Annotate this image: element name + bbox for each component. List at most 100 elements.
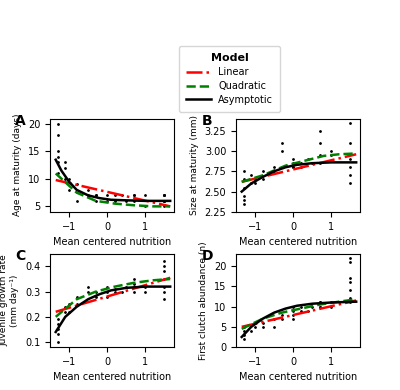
Point — [161, 258, 168, 264]
Point — [347, 255, 354, 261]
Point — [92, 294, 99, 300]
Point — [240, 184, 247, 191]
Point — [290, 160, 296, 166]
Point — [347, 259, 354, 265]
Point — [92, 192, 99, 199]
Text: B: B — [201, 114, 212, 128]
Point — [290, 156, 296, 162]
Point — [248, 328, 254, 334]
Point — [119, 289, 126, 295]
Point — [328, 300, 334, 306]
Point — [240, 197, 247, 203]
Point — [54, 339, 61, 345]
Point — [347, 279, 354, 285]
Point — [161, 198, 168, 204]
Point — [161, 276, 168, 282]
Point — [240, 332, 247, 338]
X-axis label: Mean centered nutrition: Mean centered nutrition — [239, 237, 357, 247]
Point — [66, 301, 72, 307]
Point — [240, 200, 247, 207]
Point — [161, 296, 168, 302]
Point — [347, 287, 354, 293]
Point — [161, 289, 168, 295]
Point — [62, 165, 68, 171]
Point — [92, 192, 99, 199]
Point — [240, 168, 247, 174]
Point — [290, 307, 296, 314]
Point — [240, 176, 247, 183]
Point — [252, 324, 258, 330]
Point — [112, 289, 118, 295]
Point — [112, 286, 118, 292]
Point — [298, 303, 304, 310]
Point — [252, 176, 258, 183]
Point — [62, 304, 68, 310]
Point — [290, 164, 296, 170]
Point — [240, 193, 247, 199]
X-axis label: Mean centered nutrition: Mean centered nutrition — [53, 237, 171, 247]
Point — [240, 336, 247, 342]
Point — [123, 284, 130, 290]
Point — [74, 294, 80, 300]
Text: D: D — [201, 249, 213, 263]
Point — [74, 181, 80, 188]
Point — [54, 154, 61, 160]
Point — [317, 128, 323, 134]
Point — [317, 303, 323, 310]
Point — [119, 192, 126, 199]
Point — [347, 180, 354, 186]
Point — [131, 192, 137, 199]
Point — [66, 309, 72, 315]
Point — [131, 192, 137, 199]
Point — [290, 164, 296, 170]
Point — [347, 164, 354, 170]
Point — [131, 276, 137, 282]
Point — [305, 156, 312, 162]
Point — [248, 180, 254, 186]
Point — [271, 324, 277, 330]
Point — [161, 198, 168, 204]
Point — [260, 320, 266, 326]
Point — [74, 198, 80, 204]
Point — [161, 198, 168, 204]
Point — [290, 316, 296, 322]
Legend: Linear, Quadratic, Asymptotic: Linear, Quadratic, Asymptotic — [180, 46, 280, 112]
Point — [131, 284, 137, 290]
Point — [161, 203, 168, 209]
Text: A: A — [15, 114, 26, 128]
Point — [131, 281, 137, 287]
Point — [252, 320, 258, 326]
Point — [85, 289, 91, 295]
Point — [66, 176, 72, 182]
Point — [248, 172, 254, 179]
Point — [142, 289, 148, 295]
Point — [271, 164, 277, 170]
Point — [54, 132, 61, 138]
Point — [54, 170, 61, 177]
Point — [347, 156, 354, 162]
Point — [278, 312, 285, 318]
Point — [328, 152, 334, 158]
Point — [54, 148, 61, 154]
Point — [142, 192, 148, 199]
Point — [298, 307, 304, 314]
Y-axis label: Age at maturity (days): Age at maturity (days) — [13, 114, 22, 216]
Point — [74, 301, 80, 307]
Point — [240, 328, 247, 334]
Y-axis label: Size at maturity (mm): Size at maturity (mm) — [190, 115, 199, 215]
Point — [54, 332, 61, 338]
Point — [54, 326, 61, 333]
Point — [112, 192, 118, 199]
Point — [290, 312, 296, 318]
Point — [347, 119, 354, 126]
Point — [298, 160, 304, 166]
Point — [271, 316, 277, 322]
Point — [240, 324, 247, 330]
Point — [161, 268, 168, 275]
Point — [54, 321, 61, 328]
Point — [317, 300, 323, 306]
X-axis label: Mean centered nutrition: Mean centered nutrition — [53, 372, 171, 382]
Point — [62, 309, 68, 315]
Point — [317, 152, 323, 158]
Point — [317, 140, 323, 146]
